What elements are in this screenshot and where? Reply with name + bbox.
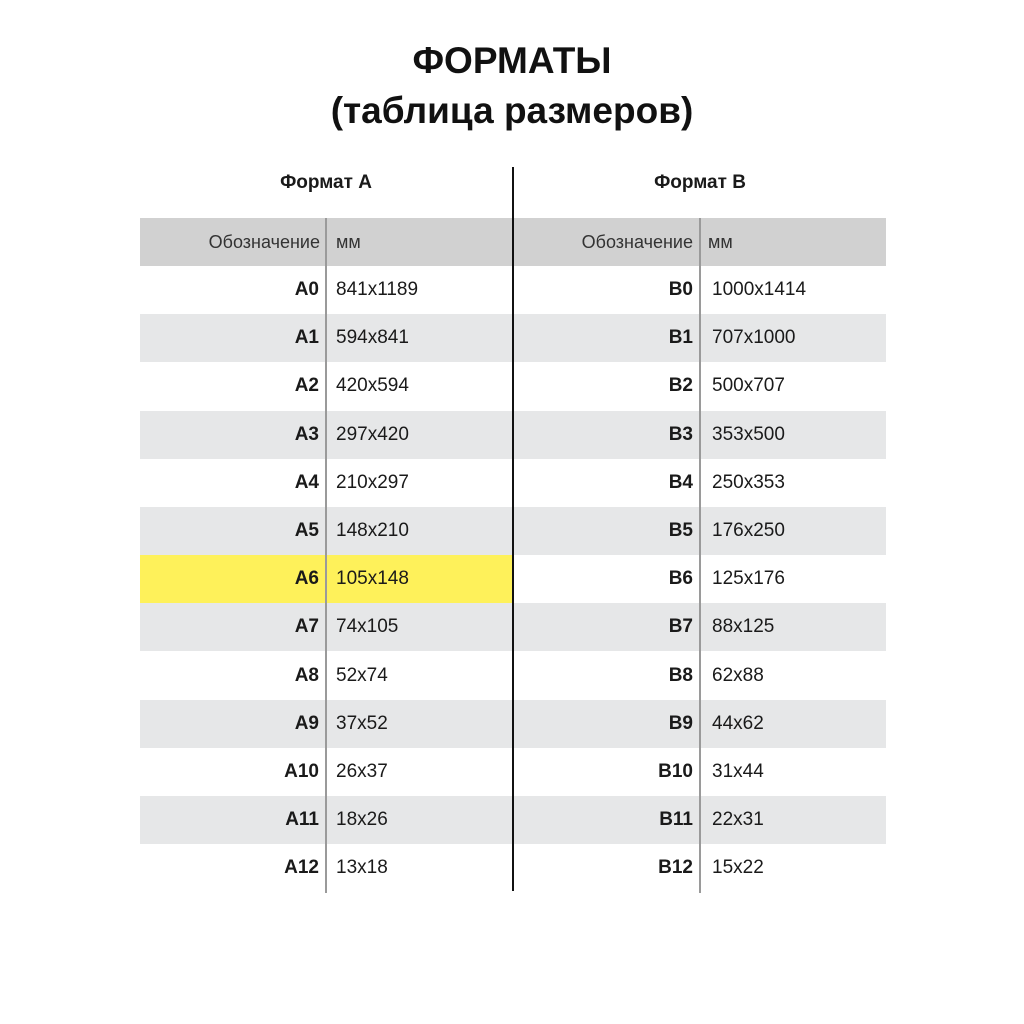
format-size-mm: 176x250: [712, 520, 785, 541]
format-code: A7: [294, 616, 319, 638]
format-code: A10: [284, 761, 319, 782]
format-size-mm: 125x176: [712, 568, 785, 590]
format-size-mm: 15x22: [712, 857, 764, 879]
format-code: B6: [668, 568, 693, 590]
format-code: A11: [285, 809, 319, 831]
table-divider: [512, 167, 514, 891]
format-size-mm: 18x26: [336, 809, 388, 831]
table-a-heading: Формат А: [280, 172, 372, 193]
format-size-mm: 210x297: [336, 471, 409, 493]
format-code: A5: [294, 520, 319, 541]
format-size-mm: 148x210: [336, 520, 409, 541]
format-code: A12: [284, 857, 319, 879]
header-mm: мм: [708, 232, 733, 252]
format-code: A4: [294, 471, 319, 493]
format-code: A8: [294, 664, 319, 686]
format-code: A2: [294, 375, 319, 397]
format-code: A0: [294, 279, 319, 300]
format-code: B7: [668, 616, 693, 638]
format-size-mm: 37x52: [336, 712, 388, 734]
format-size-mm: 353x500: [712, 423, 785, 445]
table-b-heading: Формат В: [654, 172, 746, 193]
format-size-mm: 1000x1414: [712, 279, 807, 300]
format-size-mm: 31x44: [712, 761, 764, 782]
format-code: B5: [668, 520, 693, 541]
page-subtitle: (таблица размеров): [330, 90, 694, 131]
format-size-mm: 52x74: [336, 664, 388, 686]
format-code: A6: [294, 568, 319, 590]
format-size-mm: 26x37: [336, 761, 388, 782]
format-code: B8: [668, 664, 693, 686]
format-size-mm: 62x88: [712, 664, 764, 686]
format-code: A1: [294, 327, 319, 349]
format-size-mm: 707x1000: [712, 327, 796, 349]
format-code: B12: [658, 857, 693, 879]
format-code: B10: [658, 761, 693, 782]
format-size-mm: 250x353: [712, 471, 785, 493]
format-size-mm: 22x31: [712, 809, 764, 831]
format-size-mm: 500x707: [712, 375, 785, 397]
format-code: A3: [294, 423, 319, 445]
format-code: B2: [668, 375, 693, 397]
column-separator: [699, 218, 701, 893]
header-mm: мм: [336, 232, 361, 252]
format-code: B9: [668, 712, 693, 734]
format-size-mm: 420x594: [336, 375, 409, 397]
format-size-mm: 841x1189: [336, 279, 419, 300]
format-code: B0: [668, 279, 693, 300]
header-code: Обозначение: [208, 232, 320, 252]
format-size-mm: 74x105: [336, 616, 399, 638]
format-code: A9: [294, 712, 319, 734]
format-size-mm: 88x125: [712, 616, 775, 638]
format-size-mm: 105x148: [336, 568, 409, 590]
format-size-mm: 594x841: [336, 327, 409, 349]
format-code: B11: [659, 809, 693, 831]
format-size-mm: 13x18: [336, 857, 388, 879]
page-title: ФОРМАТЫ: [412, 40, 612, 81]
format-code: B4: [668, 471, 693, 493]
format-code: B1: [668, 327, 693, 349]
format-code: B3: [668, 423, 693, 445]
header-code: Обозначение: [581, 232, 693, 252]
format-size-mm: 44x62: [712, 712, 764, 734]
format-size-mm: 297x420: [336, 423, 409, 445]
column-separator: [325, 218, 327, 893]
